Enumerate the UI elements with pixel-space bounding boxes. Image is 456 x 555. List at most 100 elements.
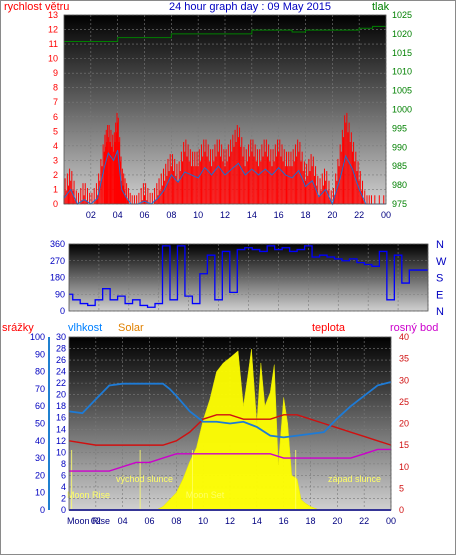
wind-x-tick-label: 12 — [220, 210, 230, 220]
sunset-annotation: západ slunce — [328, 474, 381, 484]
weather-x-tick-label: 20 — [332, 516, 342, 526]
weather-x-tick-label: 06 — [144, 516, 154, 526]
humidity-tick-label: 22 — [56, 378, 66, 388]
humidity-tick-label: 30 — [56, 332, 66, 342]
wind-tick-label: 7 — [53, 97, 58, 107]
humidity-axis-label: vlhkost — [68, 322, 102, 334]
rain-tick-label: 90 — [35, 349, 45, 359]
temperature-tick-label: 20 — [399, 419, 409, 429]
wind-x-tick-label: 10 — [193, 210, 203, 220]
wind-tick-label: 11 — [49, 39, 58, 49]
wind-average-line — [63, 150, 386, 206]
direction-tick-label: 0 — [60, 306, 65, 316]
pressure-tick-label: 1010 — [392, 67, 412, 77]
direction-tick-label: 360 — [50, 239, 65, 249]
rain-tick-label: 0 — [40, 505, 45, 515]
wind-x-tick-label: 18 — [300, 210, 310, 220]
chart-title: 24 hour graph day : 09 May 2015 — [169, 1, 331, 13]
humidity-tick-label: 20 — [56, 390, 66, 400]
pressure-tick-label: 1025 — [392, 10, 412, 20]
wind-x-tick-label: 14 — [247, 210, 257, 220]
rain-tick-label: 70 — [35, 384, 45, 394]
compass-label: E — [436, 289, 443, 301]
direction-plot-border — [68, 243, 429, 312]
moon-rise-annotation: Moon Rise — [67, 490, 110, 500]
pressure-tick-label: 975 — [392, 199, 407, 209]
pressure-axis-label: tlak — [372, 1, 390, 13]
humidity-tick-label: 28 — [56, 344, 66, 354]
weather-x-tick-label: 08 — [171, 516, 181, 526]
wind-tick-label: 1 — [53, 184, 58, 194]
solar-area — [156, 349, 324, 511]
rain-axis-label: srážky — [2, 322, 34, 334]
wind-tick-label: 13 — [48, 10, 58, 20]
weather-x-tick-label: 00 — [386, 516, 396, 526]
wind-x-tick-label: 20 — [327, 210, 337, 220]
weather-x-tick-label: 12 — [225, 516, 235, 526]
pressure-tick-label: 995 — [392, 123, 407, 133]
wind-x-tick-label: 16 — [274, 210, 284, 220]
temperature-tick-label: 0 — [399, 505, 404, 515]
dewpoint-line — [69, 448, 391, 472]
wind-tick-label: 5 — [53, 126, 58, 136]
rain-tick-label: 80 — [35, 367, 45, 377]
humidity-tick-label: 14 — [56, 424, 66, 434]
pressure-tick-label: 1005 — [392, 86, 412, 96]
moon-rise-axis-label: Moon Rise — [67, 516, 110, 526]
weather-x-tick-label: 22 — [359, 516, 369, 526]
wind-tick-label: 6 — [53, 112, 58, 122]
humidity-tick-label: 2 — [61, 493, 66, 503]
temperature-tick-label: 10 — [399, 462, 409, 472]
compass-label: W — [436, 256, 447, 268]
rain-tick-label: 100 — [30, 332, 45, 342]
pressure-tick-label: 1000 — [392, 105, 412, 115]
wind-tick-label: 2 — [53, 170, 58, 180]
wind-tick-label: 0 — [53, 199, 58, 209]
direction-tick-label: 270 — [50, 256, 65, 266]
rain-tick-label: 10 — [35, 488, 45, 498]
pressure-line — [64, 25, 386, 42]
humidity-tick-label: 0 — [61, 505, 66, 515]
wind-x-tick-label: 08 — [166, 210, 176, 220]
compass-label: S — [436, 273, 443, 285]
pressure-tick-label: 980 — [392, 180, 407, 190]
wind-tick-label: 9 — [53, 68, 58, 78]
temperature-tick-label: 35 — [399, 354, 409, 364]
wind-tick-label: 12 — [48, 25, 58, 35]
sunrise-annotation: východ slunce — [116, 474, 173, 484]
wind-tick-label: 3 — [53, 155, 58, 165]
wind-plot-border — [63, 14, 387, 205]
pressure-tick-label: 1020 — [392, 29, 412, 39]
moon-set-annotation: Moon Set — [186, 490, 225, 500]
weather-x-tick-label: 16 — [279, 516, 289, 526]
rain-tick-label: 60 — [35, 401, 45, 411]
weather-x-tick-label: 14 — [252, 516, 262, 526]
temperature-line — [68, 414, 392, 446]
pressure-tick-label: 1015 — [392, 48, 412, 58]
humidity-tick-label: 26 — [56, 355, 66, 365]
humidity-tick-label: 10 — [56, 447, 66, 457]
weather-x-tick-label: 04 — [118, 516, 128, 526]
wind-x-tick-label: 04 — [113, 210, 123, 220]
compass-label: N — [436, 306, 444, 318]
wind-x-tick-label: 02 — [86, 210, 96, 220]
temperature-axis-label: teplota — [312, 322, 346, 334]
weather-plot-border — [68, 336, 392, 511]
humidity-tick-label: 16 — [56, 413, 66, 423]
direction-tick-label: 180 — [50, 273, 65, 283]
compass-label: N — [436, 239, 444, 251]
humidity-tick-label: 4 — [61, 482, 66, 492]
rain-tick-label: 40 — [35, 436, 45, 446]
humidity-tick-label: 6 — [61, 470, 66, 480]
rain-tick-label: 30 — [35, 453, 45, 463]
weather-x-tick-label: 02 — [91, 516, 101, 526]
humidity-line — [68, 381, 392, 439]
wind-axis-label: rychlost větru — [4, 1, 69, 13]
wind-tick-label: 4 — [53, 141, 58, 151]
humidity-tick-label: 18 — [56, 401, 66, 411]
humidity-tick-label: 24 — [56, 367, 66, 377]
direction-line — [69, 245, 428, 308]
weather-x-tick-label: 18 — [305, 516, 315, 526]
dewpoint-axis-label: rosný bod — [390, 322, 438, 334]
